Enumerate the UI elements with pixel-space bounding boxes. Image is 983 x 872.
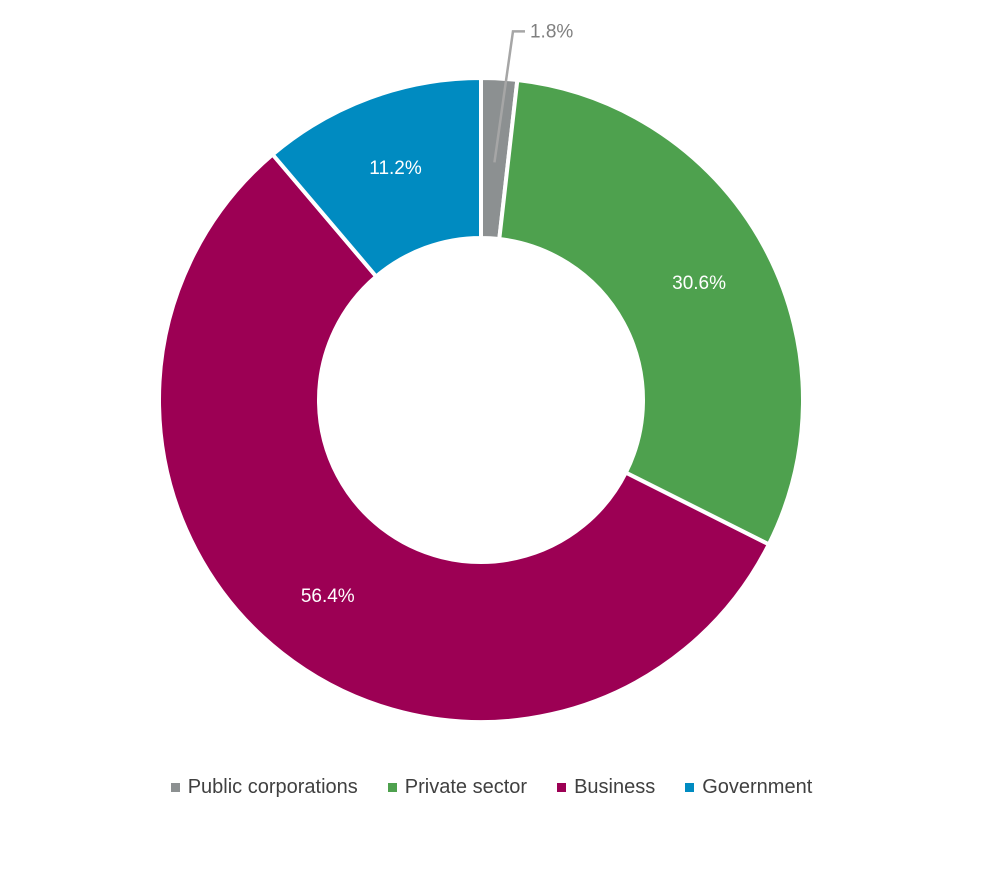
legend-item-business: Business [557, 776, 655, 799]
legend-swatch-private-sector [387, 783, 397, 792]
leader-line-public-corporations [493, 30, 525, 163]
legend-swatch-government [685, 783, 695, 792]
slice-government [269, 75, 483, 280]
legend-item-private-sector: Private sector [387, 776, 528, 799]
slice-labels-group: 1.8% 30.6% 56.4% 11.2% [301, 21, 726, 607]
legend-item-government: Government [685, 776, 812, 799]
legend-label-government: Government [702, 776, 813, 798]
slice-label-private-sector: 30.6% [672, 273, 726, 294]
legend-item-public-corporations: Public corporations [170, 776, 358, 799]
slice-private-sector [497, 77, 805, 548]
legend-label-business: Business [574, 776, 656, 798]
slice-label-government: 11.2% [369, 158, 422, 179]
legend: Public corporations Private sector Busin… [0, 776, 983, 799]
slice-label-public-corporations: 1.8% [530, 21, 573, 42]
leader-lines-group [493, 30, 525, 163]
legend-label-private-sector: Private sector [404, 776, 528, 798]
legend-swatch-public-corporations [170, 783, 180, 792]
slice-business [157, 151, 772, 725]
slice-label-business: 56.4% [301, 586, 355, 607]
slices-group [157, 75, 805, 725]
legend-swatch-business [557, 783, 567, 792]
legend-label-public-corporations: Public corporations [187, 776, 358, 798]
